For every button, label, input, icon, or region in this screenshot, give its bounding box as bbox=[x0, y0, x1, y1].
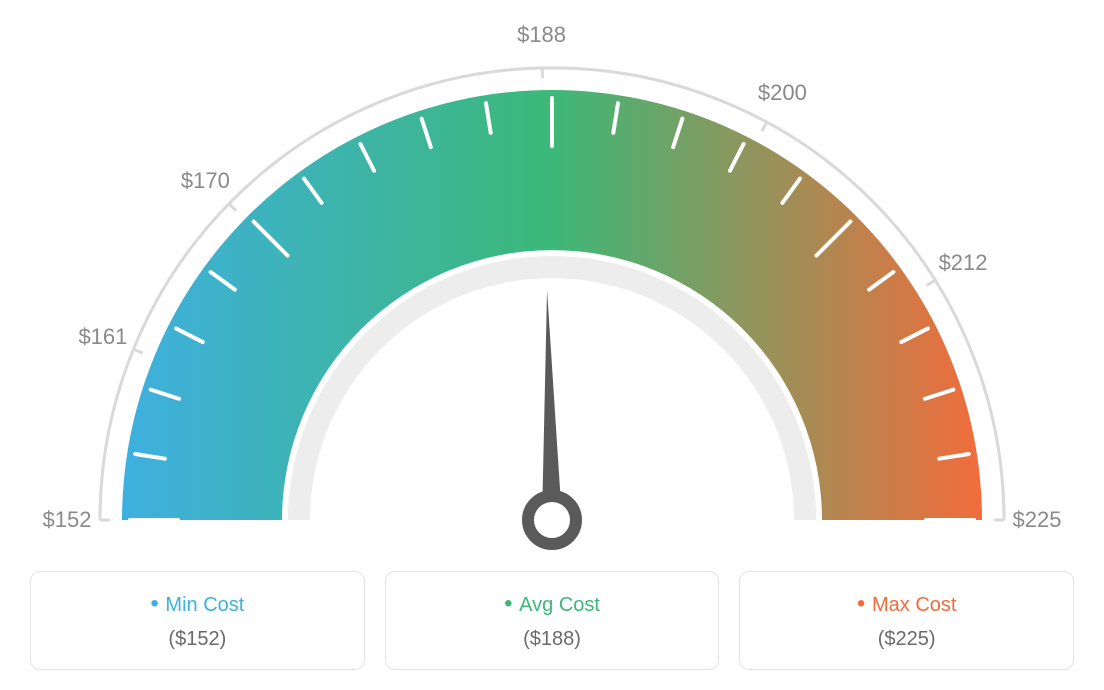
gauge-tick-label: $170 bbox=[181, 168, 230, 194]
legend-avg-label: Avg Cost bbox=[396, 590, 709, 618]
legend-card-max: Max Cost ($225) bbox=[739, 571, 1074, 670]
gauge-tick-label: $188 bbox=[517, 22, 566, 48]
gauge-tick-label: $212 bbox=[939, 250, 988, 276]
gauge-needle-hub bbox=[528, 496, 576, 544]
legend-min-label: Min Cost bbox=[41, 590, 354, 618]
legend-card-avg: Avg Cost ($188) bbox=[385, 571, 720, 670]
gauge-outline-tick bbox=[762, 122, 767, 131]
gauge-area: $152 $161 $170 $188 $200 $212 $225 bbox=[0, 0, 1104, 560]
gauge-outline-tick bbox=[133, 349, 142, 353]
legend-card-min: Min Cost ($152) bbox=[30, 571, 365, 670]
gauge-tick-label: $200 bbox=[758, 80, 807, 106]
legend-min-value: ($152) bbox=[41, 628, 354, 651]
gauge-chart-container: $152 $161 $170 $188 $200 $212 $225 Min Cost ($… bbox=[0, 0, 1104, 690]
legend-max-label: Max Cost bbox=[750, 590, 1063, 618]
gauge-svg bbox=[0, 0, 1104, 560]
legend-row: Min Cost ($152) Avg Cost ($188) Max Cost… bbox=[0, 571, 1104, 670]
gauge-needle bbox=[542, 290, 562, 520]
gauge-tick-label: $152 bbox=[43, 507, 92, 533]
gauge-outline-tick bbox=[229, 204, 236, 211]
legend-avg-value: ($188) bbox=[396, 628, 709, 651]
legend-max-value: ($225) bbox=[750, 628, 1063, 651]
gauge-tick-label: $225 bbox=[1013, 507, 1062, 533]
gauge-tick-label: $161 bbox=[78, 324, 127, 350]
gauge-outline-tick bbox=[927, 280, 935, 285]
